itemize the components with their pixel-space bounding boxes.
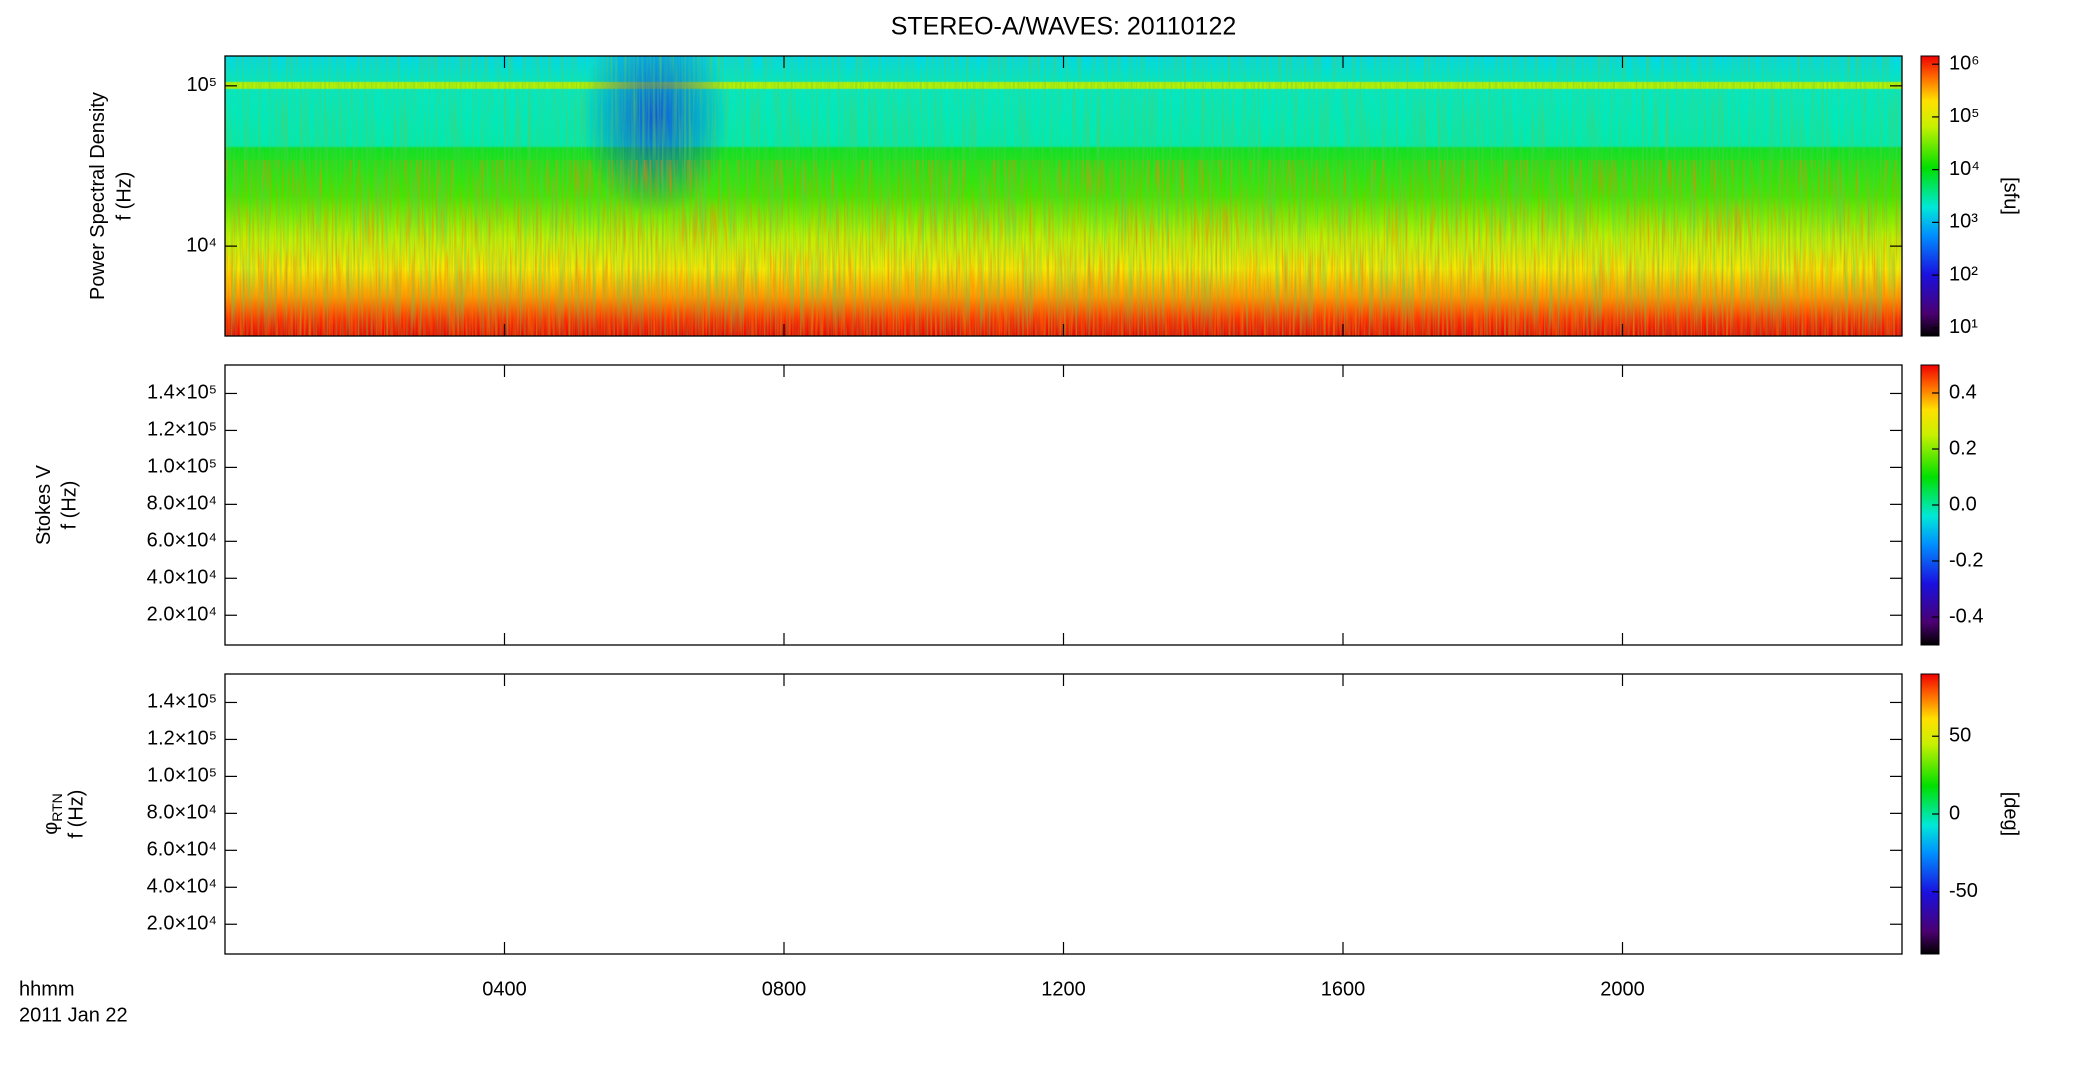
y-tick-label: 8.0×10⁴ — [147, 802, 217, 824]
colorbar-tick-label: 10² — [1949, 263, 1978, 285]
spectrogram-image — [225, 56, 1902, 336]
y-tick-label: 10⁵ — [186, 74, 217, 96]
colorbar-label: [sfu] — [2000, 177, 2022, 215]
y-axis-label: φRTN — [40, 793, 64, 835]
plot-frame — [224, 364, 1903, 646]
x-tick-label: 0400 — [482, 978, 527, 1000]
y-tick-label: 1.4×10⁵ — [147, 691, 217, 713]
y-tick-label: 1.2×10⁵ — [147, 728, 217, 750]
colorbar-tick-label: 0.2 — [1949, 437, 1977, 459]
y-axis-label: Stokes V — [33, 464, 55, 545]
chart-title: STEREO-A/WAVES: 20110122 — [891, 13, 1237, 41]
y-axis-label-text: Power Spectral Density — [87, 92, 109, 300]
y-axis-label: f (Hz) — [58, 481, 80, 530]
y-tick-label: 6.0×10⁴ — [147, 839, 217, 861]
y-axis-label: f (Hz) — [65, 790, 87, 839]
colorbar-tick-label: -0.2 — [1949, 549, 1983, 571]
x-tick-label: 0800 — [762, 978, 807, 1000]
colorbar-tick-label: 10⁵ — [1949, 105, 1980, 127]
date-label: 2011 Jan 22 — [19, 1004, 128, 1026]
colorbar-tick-label: 10⁶ — [1949, 52, 1979, 74]
colorbar-tick-label: 10¹ — [1949, 316, 1978, 338]
x-tick-label: 1600 — [1321, 978, 1366, 1000]
colorbar-tick-label: -0.4 — [1949, 605, 1983, 627]
y-axis-label-subscript: RTN — [49, 793, 65, 822]
colorbar-tick-label: 10⁴ — [1949, 158, 1980, 180]
y-axis-label: f (Hz) — [113, 172, 135, 221]
y-axis-label: Power Spectral Density — [87, 92, 109, 300]
colorbar-tick-label: 0.4 — [1949, 381, 1977, 403]
y-tick-label: 4.0×10⁴ — [147, 876, 217, 898]
x-tick-label: 1200 — [1041, 978, 1086, 1000]
y-tick-label: 2.0×10⁴ — [147, 913, 217, 935]
colorbar-tick-label: 0.0 — [1949, 493, 1977, 515]
colorbar-label: [deg] — [2000, 792, 2022, 836]
y-axis-label-text: φ — [40, 822, 62, 835]
y-axis-label-text: Stokes V — [33, 464, 55, 545]
y-tick-label: 2.0×10⁴ — [147, 604, 217, 626]
colorbar-tick-label: 50 — [1949, 725, 1971, 747]
y-tick-label: 1.2×10⁵ — [147, 419, 217, 441]
x-tick-label: 2000 — [1600, 978, 1645, 1000]
y-tick-label: 4.0×10⁴ — [147, 567, 217, 589]
y-tick-label: 10⁴ — [186, 234, 217, 256]
spectrogram-texture — [225, 160, 1902, 336]
colorbar-tick-label: 0 — [1949, 802, 1960, 824]
y-tick-label: 1.0×10⁵ — [147, 765, 217, 787]
y-tick-label: 6.0×10⁴ — [147, 530, 217, 552]
y-tick-label: 8.0×10⁴ — [147, 493, 217, 515]
x-axis-label: hhmm — [19, 978, 75, 1000]
colorbar-tick-label: -50 — [1949, 880, 1978, 902]
plot-frame — [224, 673, 1903, 955]
y-tick-label: 1.4×10⁵ — [147, 382, 217, 404]
y-tick-label: 1.0×10⁵ — [147, 456, 217, 478]
colorbar-tick-label: 10³ — [1949, 211, 1978, 233]
colorbar — [1920, 55, 1940, 337]
